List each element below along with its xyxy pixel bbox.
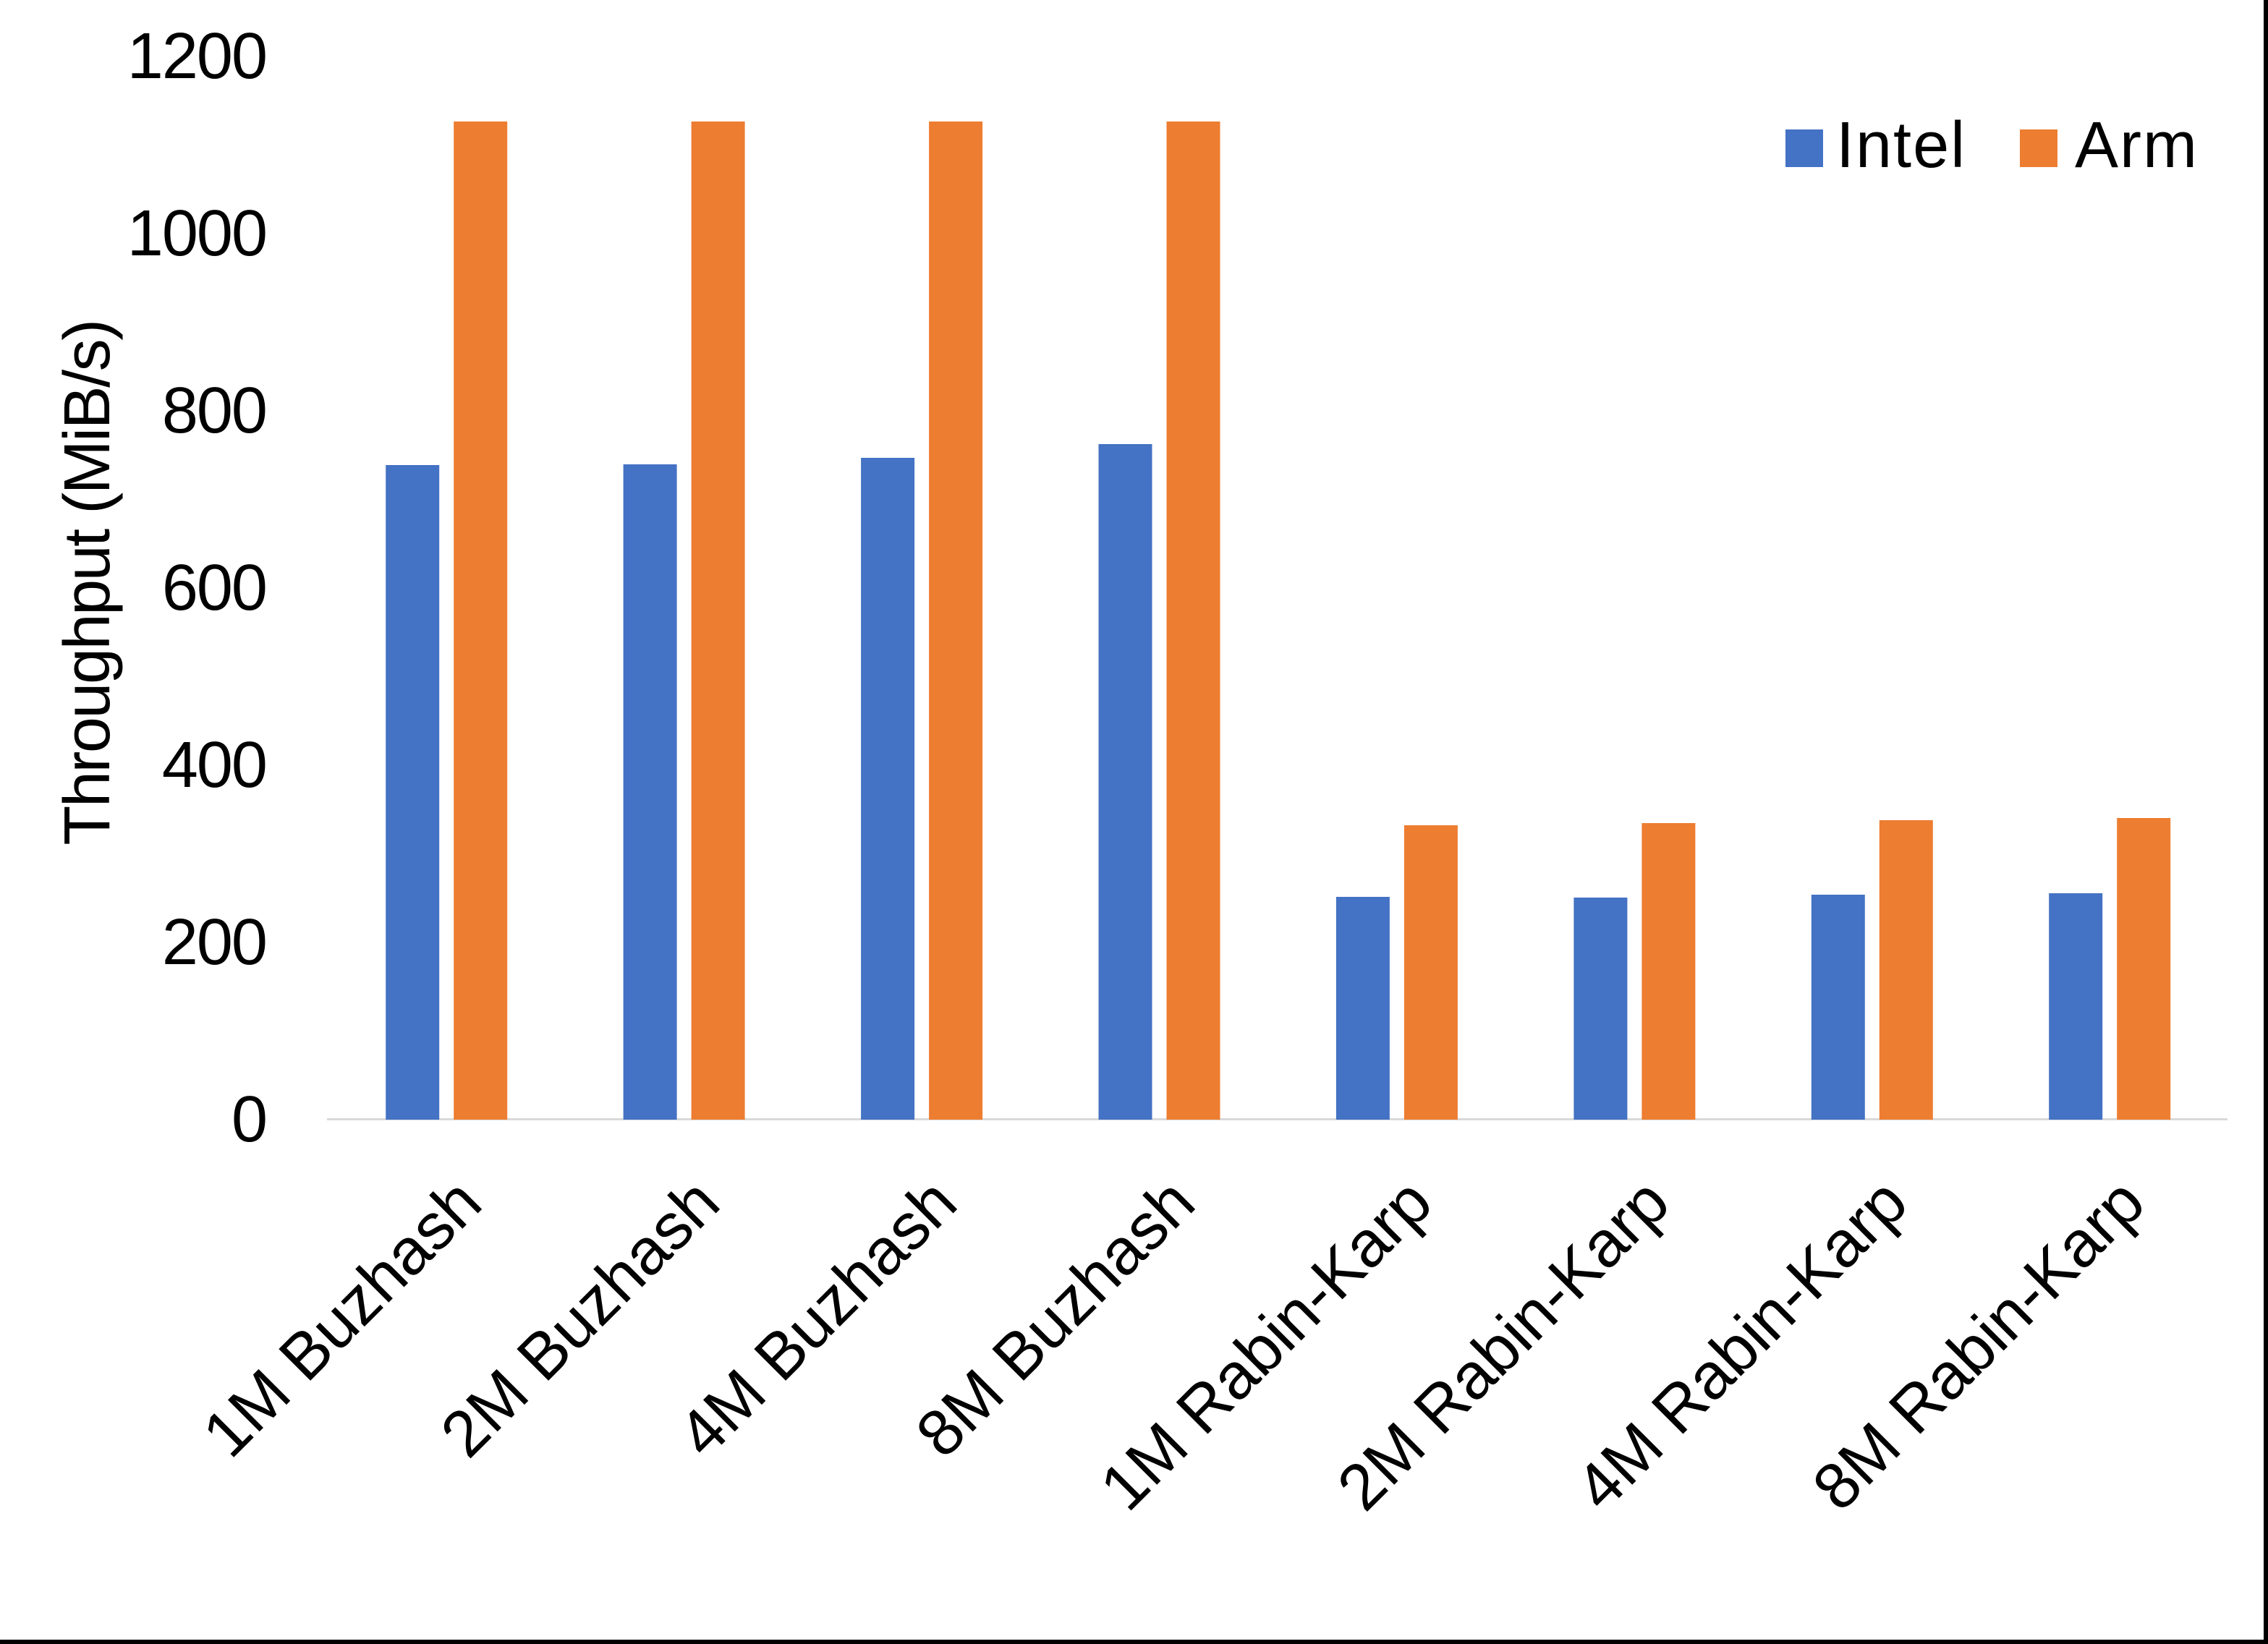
svg-text:1000: 1000 (127, 197, 266, 270)
svg-text:0: 0 (232, 1083, 266, 1156)
svg-text:600: 600 (162, 552, 266, 624)
svg-text:200: 200 (162, 906, 266, 979)
svg-text:400: 400 (162, 729, 266, 801)
svg-text:Throughput (MiB/s): Throughput (MiB/s) (51, 320, 124, 845)
svg-text:1200: 1200 (127, 20, 266, 93)
svg-text:Intel: Intel (1836, 109, 1966, 182)
svg-text:800: 800 (162, 375, 266, 447)
svg-text:Arm: Arm (2075, 109, 2199, 182)
